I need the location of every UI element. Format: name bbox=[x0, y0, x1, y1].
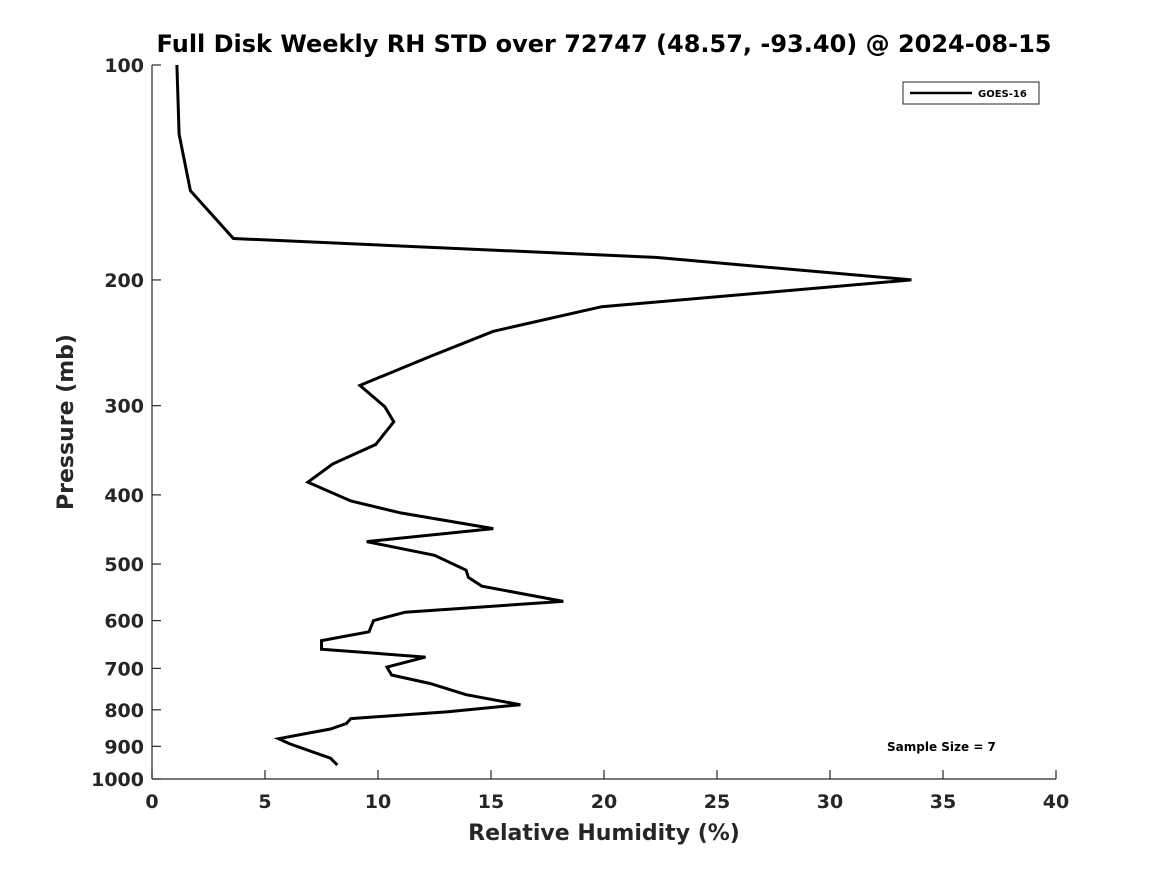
y-tick-label: 900 bbox=[104, 736, 144, 758]
y-tick-label: 600 bbox=[104, 611, 144, 633]
y-tick-label: 100 bbox=[104, 55, 144, 77]
plot-axes bbox=[151, 65, 1056, 780]
x-tick-label: 35 bbox=[930, 791, 956, 813]
x-axis-label: Relative Humidity (%) bbox=[468, 821, 740, 846]
y-tick-label: 800 bbox=[104, 700, 144, 722]
x-tick-label: 5 bbox=[258, 791, 271, 813]
x-tick-label: 25 bbox=[704, 791, 730, 813]
series-line-goes-16 bbox=[175, 64, 912, 767]
y-axis-label: Pressure (mb) bbox=[54, 334, 79, 510]
x-tick-label: 10 bbox=[365, 791, 391, 813]
y-tick-label: 300 bbox=[104, 396, 144, 418]
y-tick-label: 400 bbox=[104, 485, 144, 507]
x-tick-label: 0 bbox=[145, 791, 158, 813]
legend: GOES-16 bbox=[902, 81, 1040, 105]
x-tick-label: 30 bbox=[817, 791, 843, 813]
x-axis-ticks: 0 5 10 15 20 25 30 35 40 bbox=[145, 770, 1069, 813]
y-axis-ticks: 100 200 300 400 500 600 700 800 900 1000 bbox=[91, 55, 161, 791]
sample-size-annotation: Sample Size = 7 bbox=[887, 740, 996, 754]
x-tick-label: 40 bbox=[1043, 791, 1069, 813]
y-tick-label: 700 bbox=[104, 658, 144, 680]
x-tick-label: 15 bbox=[478, 791, 504, 813]
x-tick-label: 20 bbox=[591, 791, 617, 813]
y-tick-label: 200 bbox=[104, 270, 144, 292]
chart-title: Full Disk Weekly RH STD over 72747 (48.5… bbox=[157, 30, 1052, 58]
y-tick-label: 500 bbox=[104, 554, 144, 576]
series-layer bbox=[175, 64, 912, 767]
legend-entry-goes-16: GOES-16 bbox=[978, 89, 1027, 100]
y-tick-label: 1000 bbox=[91, 769, 144, 791]
